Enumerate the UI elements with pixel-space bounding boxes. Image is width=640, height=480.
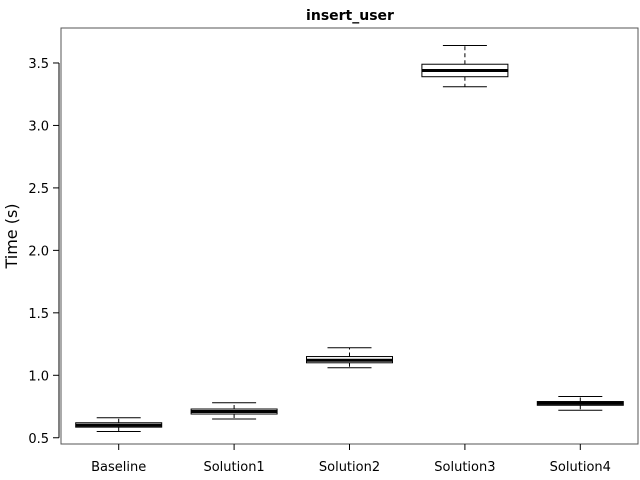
plot-frame bbox=[60, 27, 639, 445]
y-tick-label: 1.0 bbox=[28, 369, 49, 384]
box-series bbox=[75, 44, 624, 433]
box-baseline bbox=[75, 417, 163, 433]
y-tick-label: 0.5 bbox=[28, 432, 49, 447]
box-solution3 bbox=[421, 44, 509, 88]
y-axis: 0.5 1.0 1.5 2.0 2.5 3.0 3.5 bbox=[28, 57, 60, 447]
x-axis: Baseline Solution1 Solution2 Solution3 Solut… bbox=[91, 444, 611, 475]
y-tick-label: 3.5 bbox=[28, 57, 49, 72]
chart-title: insert_user bbox=[306, 8, 394, 24]
y-axis-title: Time (s) bbox=[2, 203, 21, 269]
box-solution2 bbox=[306, 347, 393, 369]
y-tick-label: 2.0 bbox=[28, 244, 49, 259]
box-solution4 bbox=[536, 396, 624, 411]
x-tick-label: Solution2 bbox=[319, 460, 380, 475]
x-tick-label: Solution4 bbox=[550, 460, 611, 475]
y-tick-label: 2.5 bbox=[28, 182, 49, 197]
x-tick-label: Solution3 bbox=[434, 460, 495, 475]
x-tick-label: Solution1 bbox=[203, 460, 264, 475]
y-tick-label: 3.0 bbox=[28, 119, 49, 134]
x-tick-label: Baseline bbox=[91, 460, 146, 475]
y-tick-label: 1.5 bbox=[28, 307, 49, 322]
box-solution1 bbox=[190, 402, 278, 420]
